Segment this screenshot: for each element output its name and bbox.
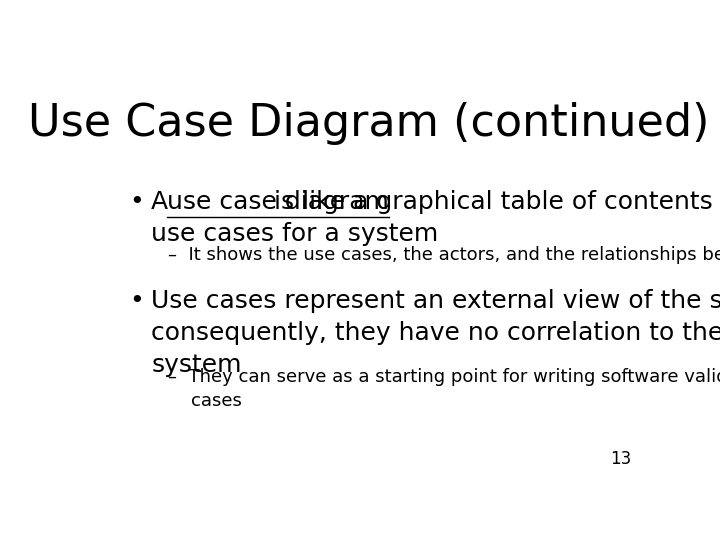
Text: Use Case Diagram (continued): Use Case Diagram (continued) — [28, 102, 710, 145]
Text: A: A — [151, 190, 176, 213]
Text: use cases for a system: use cases for a system — [151, 222, 438, 246]
Text: Use cases represent an external view of the system;
consequently, they have no c: Use cases represent an external view of … — [151, 289, 720, 376]
Text: •: • — [129, 289, 144, 313]
Text: –  It shows the use cases, the actors, and the relationships between them: – It shows the use cases, the actors, an… — [168, 246, 720, 264]
Text: 13: 13 — [610, 450, 631, 468]
Text: •: • — [129, 190, 144, 213]
Text: –  They can serve as a starting point for writing software validation test
    c: – They can serve as a starting point for… — [168, 368, 720, 410]
Text: is like a graphical table of contents of the: is like a graphical table of contents of… — [266, 190, 720, 213]
Text: use case diagram: use case diagram — [167, 190, 389, 213]
